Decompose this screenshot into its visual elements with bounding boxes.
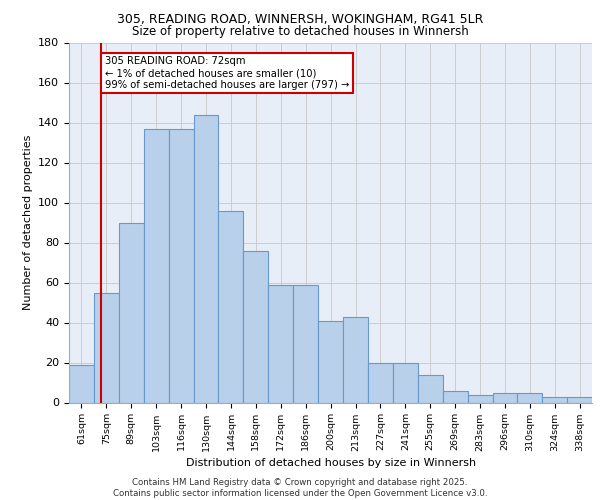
Bar bbox=[69, 364, 94, 403]
Bar bbox=[368, 362, 393, 403]
Bar bbox=[169, 128, 194, 402]
Text: 305, READING ROAD, WINNERSH, WOKINGHAM, RG41 5LR: 305, READING ROAD, WINNERSH, WOKINGHAM, … bbox=[117, 12, 483, 26]
Bar bbox=[194, 114, 218, 403]
Bar bbox=[567, 396, 592, 402]
Bar bbox=[218, 210, 244, 402]
Text: Contains HM Land Registry data © Crown copyright and database right 2025.
Contai: Contains HM Land Registry data © Crown c… bbox=[113, 478, 487, 498]
Bar bbox=[94, 292, 119, 403]
Text: Size of property relative to detached houses in Winnersh: Size of property relative to detached ho… bbox=[131, 25, 469, 38]
Bar bbox=[244, 250, 268, 402]
Bar bbox=[393, 362, 418, 403]
Bar bbox=[493, 392, 517, 402]
Bar bbox=[293, 284, 318, 403]
Bar bbox=[418, 374, 443, 402]
Bar bbox=[443, 390, 467, 402]
Bar bbox=[467, 394, 493, 402]
Bar bbox=[268, 284, 293, 403]
Text: 305 READING ROAD: 72sqm
← 1% of detached houses are smaller (10)
99% of semi-det: 305 READING ROAD: 72sqm ← 1% of detached… bbox=[105, 56, 349, 90]
Y-axis label: Number of detached properties: Number of detached properties bbox=[23, 135, 32, 310]
Bar bbox=[144, 128, 169, 402]
Bar bbox=[343, 316, 368, 402]
Bar bbox=[542, 396, 567, 402]
Bar bbox=[318, 320, 343, 402]
Bar bbox=[517, 392, 542, 402]
X-axis label: Distribution of detached houses by size in Winnersh: Distribution of detached houses by size … bbox=[185, 458, 476, 468]
Bar bbox=[119, 222, 144, 402]
